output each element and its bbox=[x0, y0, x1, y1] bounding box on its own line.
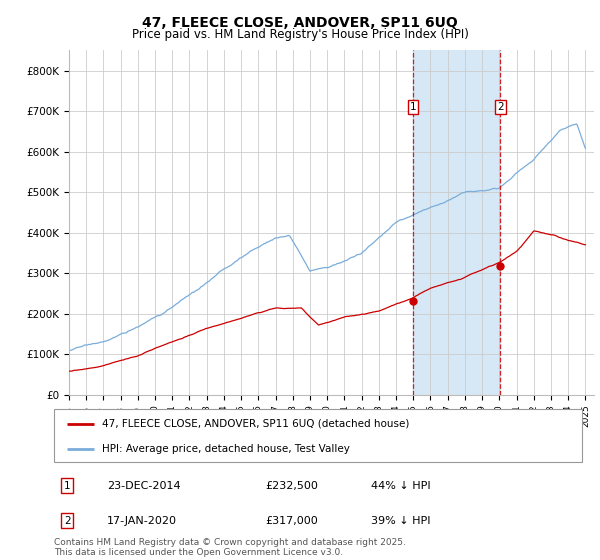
FancyBboxPatch shape bbox=[54, 409, 582, 462]
Text: HPI: Average price, detached house, Test Valley: HPI: Average price, detached house, Test… bbox=[101, 444, 349, 454]
Text: £232,500: £232,500 bbox=[265, 481, 318, 491]
Text: 39% ↓ HPI: 39% ↓ HPI bbox=[371, 516, 430, 526]
Text: 47, FLEECE CLOSE, ANDOVER, SP11 6UQ (detached house): 47, FLEECE CLOSE, ANDOVER, SP11 6UQ (det… bbox=[101, 419, 409, 429]
Text: Price paid vs. HM Land Registry's House Price Index (HPI): Price paid vs. HM Land Registry's House … bbox=[131, 28, 469, 41]
Text: 23-DEC-2014: 23-DEC-2014 bbox=[107, 481, 181, 491]
Text: Contains HM Land Registry data © Crown copyright and database right 2025.
This d: Contains HM Land Registry data © Crown c… bbox=[54, 538, 406, 557]
Text: 17-JAN-2020: 17-JAN-2020 bbox=[107, 516, 177, 526]
Text: 1: 1 bbox=[64, 481, 71, 491]
Bar bbox=[413, 50, 500, 395]
Text: 2: 2 bbox=[64, 516, 71, 526]
Text: 2: 2 bbox=[497, 102, 503, 112]
Text: 1: 1 bbox=[410, 102, 416, 112]
Text: 44% ↓ HPI: 44% ↓ HPI bbox=[371, 481, 430, 491]
Text: 47, FLEECE CLOSE, ANDOVER, SP11 6UQ: 47, FLEECE CLOSE, ANDOVER, SP11 6UQ bbox=[142, 16, 458, 30]
Text: £317,000: £317,000 bbox=[265, 516, 318, 526]
